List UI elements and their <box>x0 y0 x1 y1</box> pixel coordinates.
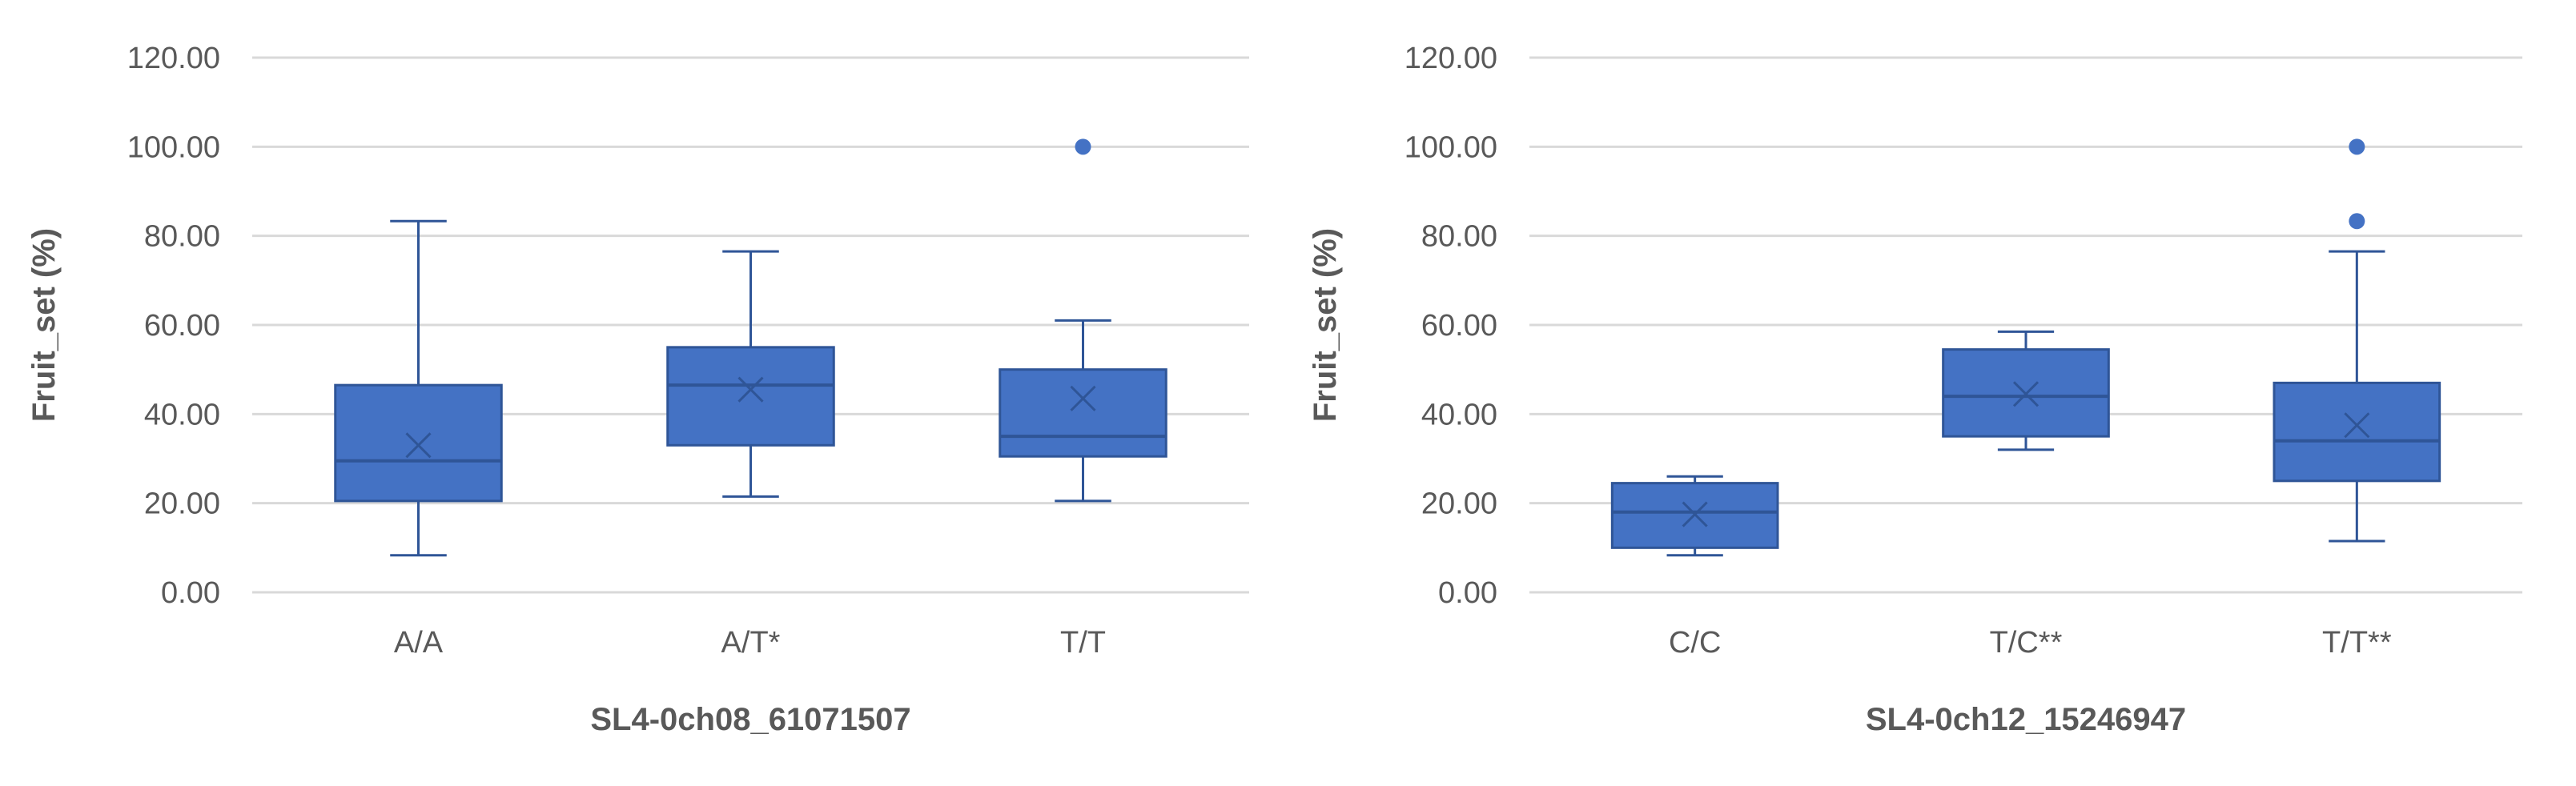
y-tick-label: 40.00 <box>144 398 220 431</box>
box-2 <box>2273 138 2441 543</box>
mean-marker <box>405 432 432 459</box>
box-rect <box>2273 381 2441 483</box>
mean-marker-stroke <box>737 376 764 403</box>
y-tick-label: 0.00 <box>161 576 220 610</box>
y-tick-label: 80.00 <box>1421 220 1497 254</box>
y-tick-label: 80.00 <box>144 220 220 254</box>
outlier-point <box>2349 213 2365 230</box>
mean-marker <box>2344 412 2370 439</box>
y-tick-label: 100.00 <box>1405 130 1497 164</box>
box-rect <box>999 368 1167 458</box>
mean-marker-stroke <box>2012 381 2040 407</box>
box-rect <box>334 383 503 503</box>
box-plot-left: 0.00 20.00 40.00 60.00 80.00 100.00 120.00 Frui… <box>26 42 1249 737</box>
y-tick-label: 0.00 <box>1438 576 1497 610</box>
mean-marker <box>1682 501 1708 527</box>
y-tick-label: 120.00 <box>1405 42 1497 75</box>
mean-marker-stroke <box>405 432 432 459</box>
mean-marker <box>2012 381 2040 407</box>
y-tick-label: 120.00 <box>127 42 220 75</box>
box-0 <box>1610 475 1779 557</box>
category-label: T/T** <box>2322 626 2392 660</box>
y-tick-label: 100.00 <box>127 130 220 164</box>
category-label: T/T <box>1060 626 1106 660</box>
category-label: C/C <box>1669 626 1721 660</box>
box-plot-right: 0.00 20.00 40.00 60.00 80.00 100.00 120.00 Frui… <box>1308 42 2522 737</box>
y-tick-label: 40.00 <box>1421 398 1497 431</box>
mean-marker-stroke <box>1682 501 1708 527</box>
y-tick-label: 60.00 <box>144 309 220 343</box>
category-label: A/T* <box>721 626 781 660</box>
y-tick-label: 20.00 <box>144 487 220 521</box>
mean-marker <box>737 376 764 403</box>
category-label: T/C** <box>1990 626 2063 660</box>
box-1 <box>1942 330 2110 451</box>
box-0 <box>334 219 503 557</box>
x-axis-title: SL4-0ch12_15246947 <box>1866 702 2186 737</box>
box-rect <box>666 346 835 447</box>
box-1 <box>666 250 835 498</box>
y-axis-title: Fruit_set (%) <box>1308 228 1343 422</box>
y-tick-label: 60.00 <box>1421 309 1497 343</box>
y-axis-title: Fruit_set (%) <box>26 228 62 422</box>
x-axis-title: SL4-0ch08_61071507 <box>590 702 910 737</box>
category-label: A/A <box>394 626 444 660</box>
outlier-point <box>2349 138 2365 155</box>
y-tick-label: 20.00 <box>1421 487 1497 521</box>
mean-marker-stroke <box>2344 412 2370 439</box>
box-2 <box>999 138 1167 503</box>
mean-marker <box>1070 385 1096 411</box>
outlier-point <box>1075 138 1091 155</box>
mean-marker-stroke <box>1070 385 1096 411</box>
